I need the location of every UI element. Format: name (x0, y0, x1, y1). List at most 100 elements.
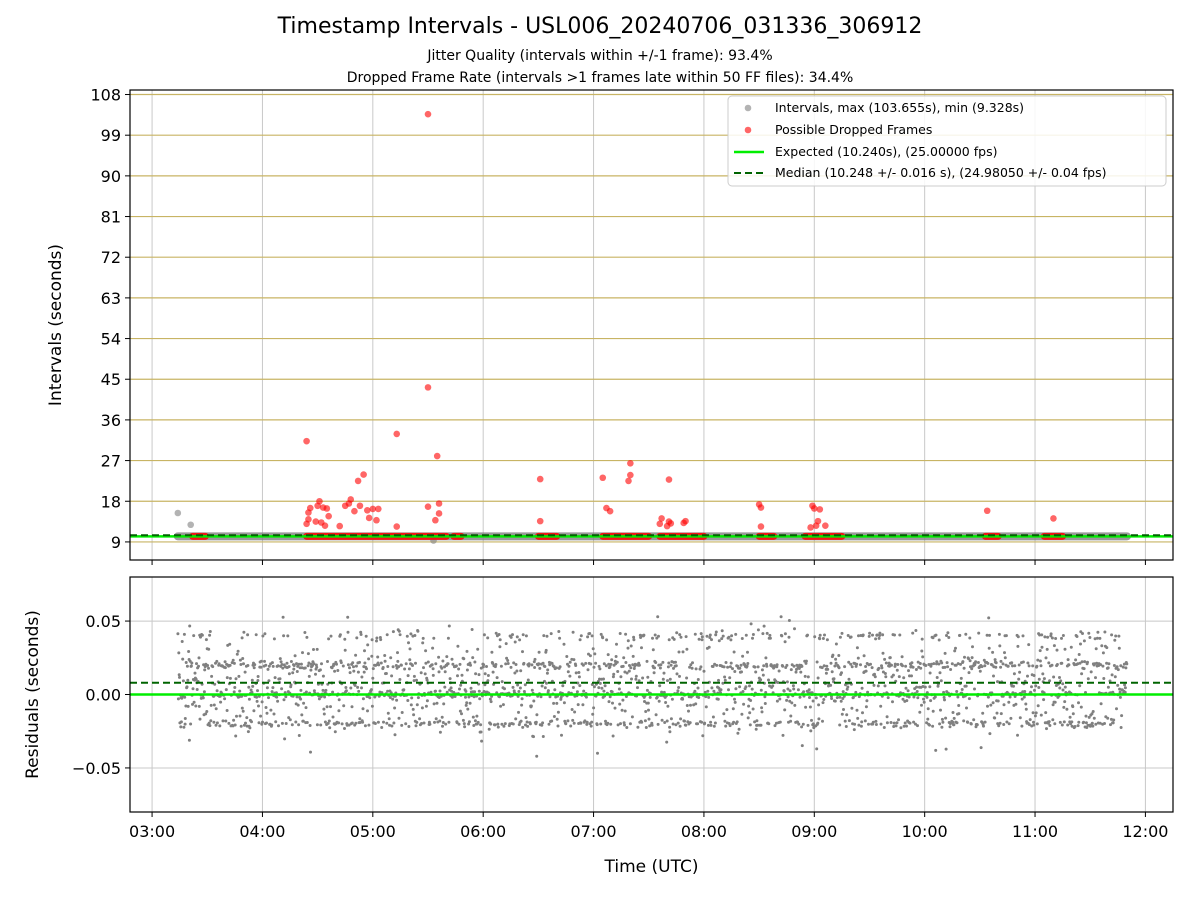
residual-point (509, 635, 513, 639)
residual-point (945, 661, 949, 665)
residual-point (611, 734, 615, 738)
residual-point (1071, 705, 1075, 709)
residual-point (571, 718, 575, 722)
residual-point (957, 712, 961, 716)
residual-point (806, 675, 810, 679)
residual-point (337, 698, 341, 702)
residual-point (1106, 716, 1110, 720)
residual-point (623, 723, 626, 727)
residual-point (217, 662, 221, 666)
residual-point (572, 658, 576, 662)
residual-point (499, 664, 503, 668)
residual-point (904, 664, 908, 668)
residual-point (954, 663, 958, 667)
residual-point (1048, 679, 1052, 683)
residual-point (519, 669, 523, 673)
residual-point (514, 663, 518, 666)
residual-point (661, 677, 665, 681)
residual-point (521, 633, 525, 637)
residual-point (803, 674, 807, 678)
residual-point (993, 716, 997, 720)
residual-point (911, 665, 915, 669)
residual-point (431, 646, 435, 650)
residual-point (735, 720, 739, 724)
residual-point (1079, 642, 1082, 646)
residual-point (465, 668, 469, 672)
residual-point (323, 695, 327, 699)
residual-point (395, 698, 399, 702)
residual-point (891, 673, 895, 677)
residual-point (589, 662, 593, 666)
residual-point (197, 664, 200, 668)
residual-point (1033, 688, 1036, 692)
residual-point (348, 671, 352, 675)
residual-point (1082, 667, 1086, 671)
residual-point (576, 681, 580, 685)
residual-point (295, 695, 299, 699)
residual-point (1032, 723, 1036, 727)
residual-point (1027, 664, 1031, 668)
residual-point (594, 661, 598, 665)
residual-point (1105, 646, 1109, 650)
residual-point (581, 663, 585, 667)
residual-point (708, 636, 712, 639)
residual-point (825, 638, 829, 642)
residual-point (307, 661, 311, 665)
residual-point (504, 642, 508, 646)
residual-point (322, 712, 326, 716)
residual-point (1087, 631, 1091, 635)
residual-point (494, 631, 498, 635)
residual-point (224, 688, 228, 692)
residual-point (502, 724, 506, 728)
residual-point (792, 687, 796, 691)
residual-point (293, 654, 297, 658)
residual-point (283, 737, 287, 741)
residual-point (1051, 718, 1055, 722)
dropped-frame-point (336, 522, 344, 530)
residual-point (386, 689, 390, 693)
residual-point (260, 700, 264, 704)
residual-point (261, 720, 264, 724)
residual-point (717, 678, 720, 682)
residual-point (488, 697, 492, 701)
residual-point (778, 720, 782, 724)
residual-point (299, 697, 303, 701)
residual-point (1014, 702, 1018, 706)
residual-point (604, 719, 607, 723)
residual-point (1086, 677, 1090, 681)
residual-point (814, 696, 818, 700)
residual-point (553, 688, 557, 692)
residual-point (834, 657, 838, 661)
residual-point (322, 707, 326, 711)
residual-point (371, 667, 375, 671)
residual-point (636, 686, 639, 690)
residual-point (927, 663, 931, 666)
residual-point (278, 657, 282, 661)
residual-point (726, 665, 730, 669)
dropped-frame-point (323, 505, 331, 512)
residual-point (323, 720, 327, 724)
residual-point (1018, 670, 1022, 674)
residual-point (515, 669, 519, 673)
residual-point (910, 674, 913, 678)
residual-point (259, 659, 263, 663)
residual-point (732, 720, 736, 724)
residual-point (1036, 704, 1040, 708)
residual-point (1039, 713, 1043, 717)
residual-point (991, 650, 995, 654)
residual-point (729, 638, 733, 642)
residual-point (184, 704, 188, 708)
residual-point (180, 640, 184, 643)
residual-point (918, 662, 922, 665)
residual-point (327, 637, 331, 641)
residual-point (987, 646, 991, 650)
legend-dropped-marker (744, 126, 752, 134)
residual-point (479, 723, 483, 727)
residual-point (404, 662, 408, 666)
residual-point (845, 687, 849, 691)
residual-point (920, 637, 924, 641)
bottom-y-tick-label: 0.05 (85, 612, 121, 631)
residual-point (385, 633, 389, 637)
residual-point (834, 661, 838, 665)
residual-point (544, 648, 548, 652)
